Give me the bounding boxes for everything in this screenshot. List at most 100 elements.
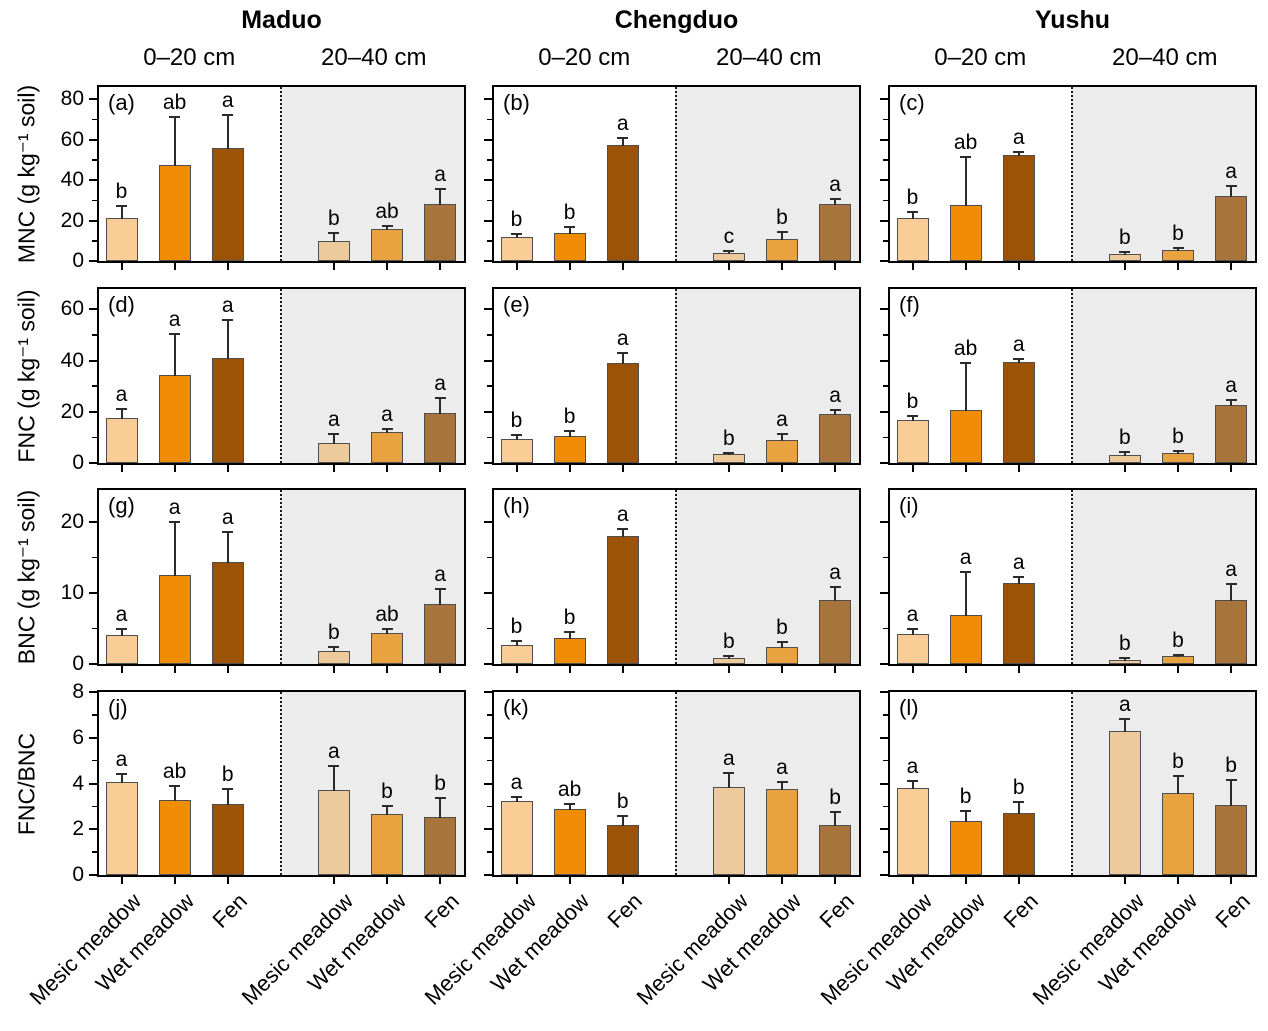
- error-bar: [964, 810, 967, 823]
- error-bar-cap: [829, 408, 841, 411]
- bar-d-fen: [424, 413, 457, 463]
- error-bar-cap: [1172, 449, 1184, 452]
- bar-b-fen: [606, 144, 639, 261]
- y-minor-tick: [92, 851, 97, 853]
- error-bar: [1123, 251, 1126, 255]
- error-bar: [1230, 186, 1233, 198]
- y-minor-tick: [92, 805, 97, 808]
- bar-g-fen: [211, 562, 244, 664]
- y-minor-tick: [487, 385, 492, 387]
- sig-letter: a: [1119, 693, 1131, 717]
- y-tick-label: 60: [60, 297, 84, 321]
- x-tick: [120, 666, 123, 673]
- bar-k-mesic-meadow: [500, 800, 533, 875]
- x-tick: [621, 877, 624, 884]
- x-tick: [964, 877, 967, 884]
- sig-letter: b: [1172, 749, 1184, 773]
- sig-letter: b: [616, 789, 629, 813]
- sig-letter: a: [1225, 160, 1237, 184]
- y-tick: [89, 179, 97, 182]
- error-bar: [1230, 780, 1233, 807]
- bar-i-mesic-meadow: [896, 634, 929, 664]
- error-bar: [621, 815, 624, 826]
- error-bar: [226, 319, 229, 360]
- error-bar: [1177, 248, 1179, 251]
- x-tick: [964, 666, 967, 673]
- bar-g-mesic-meadow: [105, 634, 138, 664]
- y-tick: [484, 462, 492, 464]
- x-tick: [332, 465, 335, 472]
- x-tick: [727, 666, 730, 673]
- x-tick: [173, 666, 176, 673]
- sig-letter: a: [1012, 332, 1025, 356]
- y-tick-label: 20: [60, 208, 84, 232]
- y-tick-label: 10: [60, 580, 84, 604]
- error-bar-cap: [328, 645, 340, 648]
- y-tick-label: 80: [60, 87, 84, 111]
- sig-letter: b: [328, 206, 340, 230]
- panel-i: (i) a a a b b a: [888, 488, 1257, 666]
- error-bar: [621, 529, 624, 538]
- y-minor-tick: [487, 627, 492, 630]
- bar-g-wet-meadow: [158, 574, 191, 664]
- error-bar: [1017, 801, 1020, 815]
- x-tick: [1177, 877, 1179, 884]
- x-tick: [964, 263, 967, 270]
- y-tick: [484, 691, 492, 693]
- bar-j-fen: [424, 816, 457, 875]
- error-bar: [964, 362, 967, 412]
- x-tick: [964, 465, 967, 472]
- error-bar: [120, 409, 123, 420]
- error-bar: [439, 189, 442, 206]
- error-bar-cap: [222, 318, 234, 321]
- y-minor-tick: [92, 436, 97, 439]
- error-bar-cap: [1013, 575, 1025, 578]
- bar-e-fen: [606, 363, 639, 463]
- y-minor-tick: [92, 556, 97, 559]
- bar-b-mesic-meadow: [500, 236, 533, 261]
- error-bar-cap: [723, 655, 735, 658]
- error-bar-cap: [907, 211, 918, 214]
- x-tick: [386, 465, 388, 472]
- error-bar: [727, 656, 730, 659]
- bar-j-fen: [211, 804, 244, 875]
- error-bar: [1230, 584, 1233, 602]
- error-bar-cap: [776, 640, 788, 643]
- error-bar: [911, 781, 914, 790]
- x-tick: [332, 263, 335, 270]
- depth-header: 0–20 cm: [143, 44, 236, 71]
- y-tick: [880, 828, 888, 831]
- y-minor-tick: [487, 556, 492, 559]
- error-bar-cap: [434, 797, 446, 800]
- x-tick: [781, 877, 783, 884]
- sig-letter: a: [221, 293, 234, 317]
- sig-letter: a: [381, 403, 393, 427]
- sig-letter: a: [829, 383, 841, 407]
- panel-letter: (e): [503, 292, 530, 317]
- error-bar: [911, 629, 914, 636]
- error-bar-cap: [1013, 800, 1025, 803]
- error-bar-cap: [328, 765, 340, 768]
- panel-k: (k) a ab b a a b: [492, 690, 861, 877]
- x-tick: [911, 263, 914, 270]
- bar-e-mesic-meadow: [500, 438, 533, 463]
- x-tick: [568, 465, 571, 472]
- error-bar-cap: [564, 803, 576, 806]
- x-tick: [515, 465, 518, 472]
- error-bar-cap: [1013, 150, 1025, 153]
- y-tick-label: 20: [60, 509, 84, 533]
- error-bar-cap: [1225, 779, 1237, 782]
- bar-b-mesic-meadow: [712, 252, 745, 261]
- y-minor-tick: [883, 334, 888, 336]
- x-tick: [834, 666, 837, 673]
- error-bar: [226, 115, 229, 149]
- y-tick: [880, 591, 888, 594]
- error-bar: [1017, 151, 1020, 156]
- sig-letter: b: [381, 780, 393, 804]
- sig-letter: b: [510, 207, 523, 231]
- x-tick: [120, 877, 123, 884]
- panel-j: (j) a ab b a b b: [97, 690, 466, 877]
- y-tick: [484, 359, 492, 362]
- error-bar-cap: [617, 528, 629, 531]
